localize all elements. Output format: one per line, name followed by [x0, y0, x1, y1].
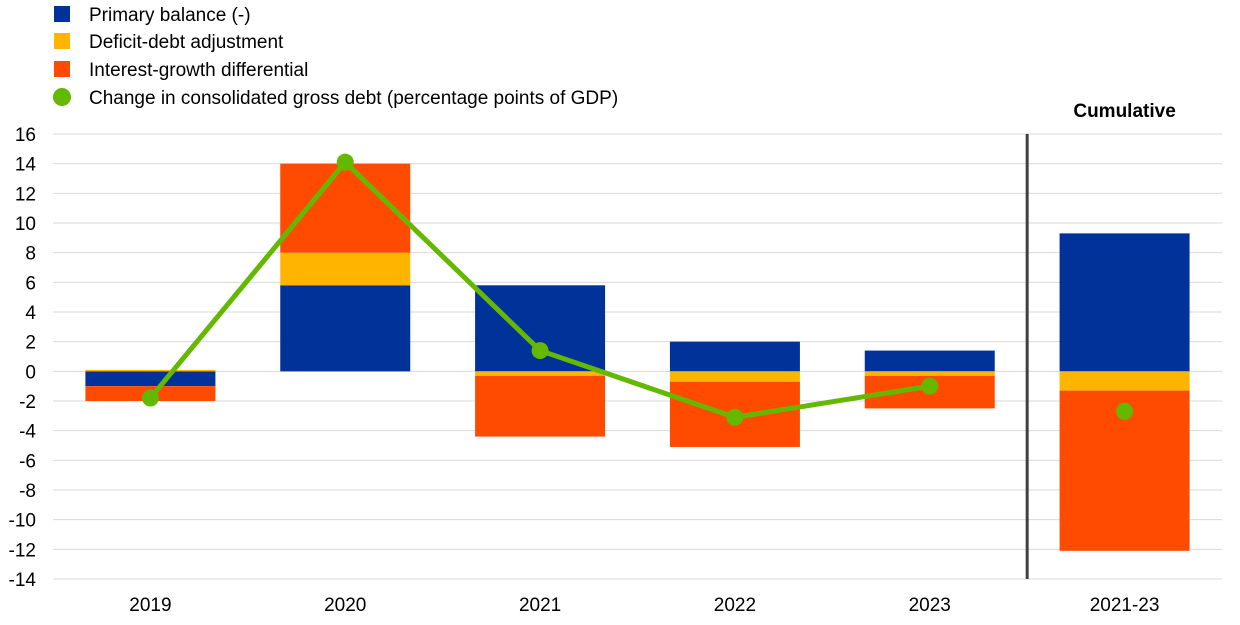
- legend-label: Deficit-debt adjustment: [89, 32, 284, 53]
- debt-change-point: [1116, 402, 1134, 420]
- y-tick-label: 16: [15, 125, 36, 146]
- bar-segment: [864, 350, 995, 372]
- x-tick-label: 2021-23: [1090, 595, 1160, 616]
- bar-segment: [475, 375, 606, 437]
- bar-segment: [280, 252, 411, 286]
- bar-segment: [85, 369, 216, 372]
- bar-segment: [280, 163, 411, 253]
- legend-label: Change in consolidated gross debt (perce…: [89, 88, 618, 109]
- legend: Primary balance (-) Deficit-debt adjustme…: [53, 5, 618, 109]
- y-tick-label: -6: [19, 451, 36, 472]
- bar-segment: [1059, 371, 1190, 391]
- legend-swatch: [54, 61, 70, 77]
- y-tick-label: 6: [25, 273, 36, 294]
- debt-change-point: [336, 153, 354, 171]
- x-tick-label: 2019: [129, 595, 171, 616]
- x-tick-label: 2022: [714, 595, 756, 616]
- bars: [85, 163, 1190, 551]
- y-tick-label: -4: [19, 422, 36, 443]
- y-tick-label: 2: [25, 333, 36, 354]
- debt-change-point: [141, 389, 159, 407]
- y-tick-label: -8: [19, 481, 36, 502]
- x-tick-label: 2020: [324, 595, 366, 616]
- bar-segment: [669, 371, 800, 382]
- y-tick-label: -2: [19, 392, 36, 413]
- cumulative-label: Cumulative: [1073, 101, 1175, 122]
- legend-swatch: [54, 33, 70, 49]
- y-tick-label: 10: [15, 214, 36, 235]
- bar-segment: [475, 371, 606, 376]
- bar-segment: [864, 371, 995, 376]
- debt-change-point: [921, 377, 939, 395]
- legend-swatch: [54, 6, 70, 22]
- debt-change-line: [141, 153, 1134, 426]
- legend-marker: [53, 88, 71, 106]
- y-tick-label: 14: [15, 155, 37, 176]
- y-tick-label: 0: [25, 362, 36, 383]
- bar-segment: [280, 285, 411, 372]
- x-tick-label: 2023: [909, 595, 951, 616]
- annotations: Cumulative: [1073, 101, 1175, 122]
- x-tick-label: 2021: [519, 595, 561, 616]
- gridlines: [53, 133, 1222, 580]
- bar-segment: [85, 371, 216, 387]
- axes: -14 -12 -10 -8 -6 -4 -2 0 2 4 6 8 10 12 14 16 2019 2020 20…: [9, 125, 1160, 616]
- y-tick-label: 12: [15, 184, 36, 205]
- bar-segment: [669, 341, 800, 372]
- y-tick-label: -10: [9, 511, 36, 532]
- y-tick-label: -12: [9, 540, 36, 561]
- y-tick-label: 4: [25, 303, 36, 324]
- y-tick-label: 8: [25, 244, 36, 265]
- debt-change-point: [726, 408, 744, 426]
- bar-segment: [1059, 233, 1190, 372]
- debt-change-point: [531, 342, 549, 360]
- y-tick-label: -14: [9, 570, 37, 591]
- legend-label: Primary balance (-): [89, 5, 251, 26]
- legend-label: Interest-growth differential: [89, 60, 308, 81]
